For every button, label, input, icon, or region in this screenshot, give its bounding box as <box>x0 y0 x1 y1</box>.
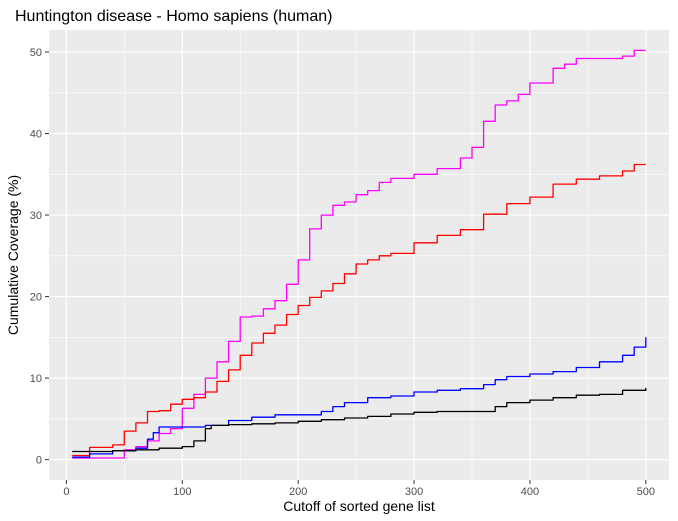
y-tick-label: 20 <box>30 292 42 304</box>
x-axis-label: Cutoff of sorted gene list <box>283 498 435 514</box>
y-tick-label: 10 <box>30 373 42 385</box>
x-tick-label: 100 <box>173 486 191 498</box>
series-layer <box>72 49 647 459</box>
chart-title: Huntington disease - Homo sapiens (human… <box>15 8 333 25</box>
x-tick-label: 300 <box>405 486 423 498</box>
series-line-4 <box>72 387 647 453</box>
plot-panel <box>49 30 669 480</box>
y-tick-label: 0 <box>36 455 42 467</box>
grid-minor <box>49 30 669 480</box>
y-tick-label: 30 <box>30 210 42 222</box>
x-tick-label: 200 <box>289 486 307 498</box>
x-tick-label: 500 <box>637 486 655 498</box>
y-tick-label: 50 <box>30 47 42 59</box>
x-tick-label: 0 <box>63 486 69 498</box>
x-tick-label: 400 <box>521 486 539 498</box>
y-axis-label: Cumulative Coverage (%) <box>5 175 21 335</box>
series-line-3 <box>72 337 647 458</box>
y-axis-ticks: 0 10 20 30 40 50 <box>30 47 49 467</box>
series-line-2 <box>72 163 646 457</box>
x-axis-ticks: 0 100 200 300 400 500 <box>63 480 655 498</box>
grid-major <box>49 30 669 480</box>
series-line-1 <box>72 49 646 459</box>
y-tick-label: 40 <box>30 129 42 141</box>
